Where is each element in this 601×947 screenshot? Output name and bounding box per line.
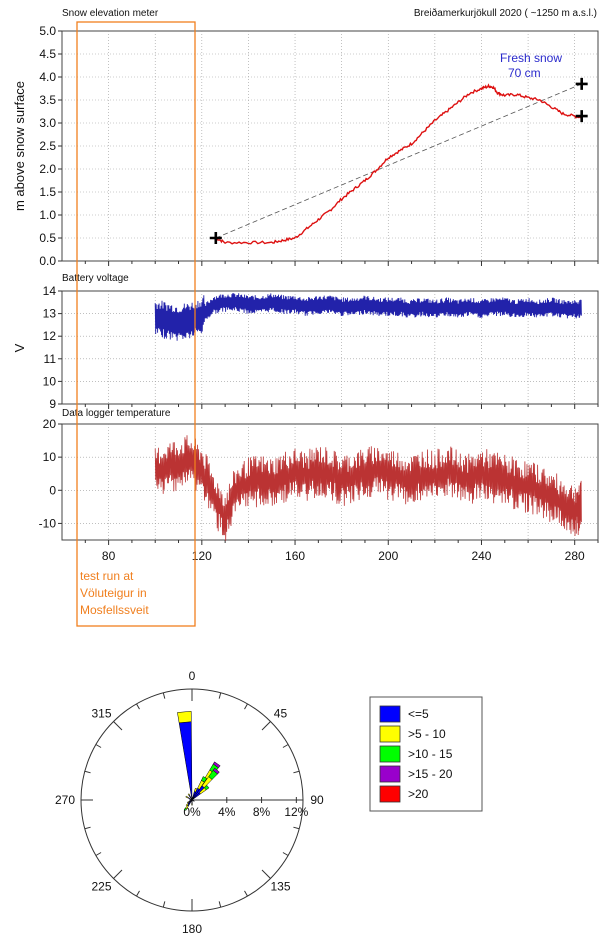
rose-radial-label: 4% — [218, 805, 236, 819]
rose-direction-label: 225 — [91, 879, 111, 893]
legend-swatch — [380, 746, 400, 762]
temperature-ytick-label: 0 — [49, 483, 56, 497]
legend-label: <=5 — [408, 707, 429, 721]
temperature-ytick-label: 10 — [43, 450, 57, 464]
rose-direction-tick — [262, 722, 270, 730]
wind-rose-legend: <=5 >5 - 10 >10 - 15 >15 - 20 >20 — [370, 697, 482, 811]
rose-direction-tick — [96, 745, 101, 748]
rose-direction-tick — [262, 870, 270, 878]
rose-direction-tick — [245, 891, 248, 896]
snow-marker — [576, 78, 588, 90]
rose-direction-tick — [293, 827, 299, 829]
snow-series-line — [216, 85, 582, 244]
rose-petal-segment — [186, 796, 189, 798]
rose-direction-tick — [283, 853, 288, 856]
legend-swatch — [380, 706, 400, 722]
snow-ytick-label: 4.0 — [39, 70, 56, 84]
rose-direction-label: 45 — [274, 707, 288, 721]
snow-ytick-label: 4.5 — [39, 47, 56, 61]
test-run-line-2: Völuteigur in — [80, 586, 147, 600]
rose-direction-label: 90 — [310, 793, 324, 807]
test-run-line-1: test run at — [80, 569, 134, 583]
legend-label: >10 - 15 — [408, 747, 453, 761]
snow-marker — [210, 232, 222, 244]
battery-ytick-label: 11 — [44, 352, 57, 366]
legend-swatch — [380, 766, 400, 782]
battery-ytick-label: 13 — [43, 307, 57, 321]
rose-direction-tick — [219, 901, 221, 907]
legend-label: >5 - 10 — [408, 727, 446, 741]
rose-direction-tick — [245, 704, 248, 709]
rose-radial-label: 8% — [253, 805, 271, 819]
rose-direction-tick — [114, 722, 122, 730]
rose-direction-tick — [85, 771, 91, 773]
snow-ytick-label: 3.0 — [39, 116, 56, 130]
snow-ytick-label: 1.5 — [39, 185, 56, 199]
temperature-xtick-label: 80 — [102, 549, 116, 563]
temperature-panel-title: Data logger temperature — [62, 408, 171, 419]
snow-ylabel: m above snow surface — [12, 81, 27, 211]
rose-direction-label: 315 — [91, 707, 111, 721]
rose-direction-label: 270 — [55, 793, 75, 807]
fresh-snow-label: Fresh snow — [500, 51, 562, 65]
rose-petal-segment — [192, 804, 193, 806]
temperature-xtick-label: 240 — [471, 549, 491, 563]
legend-swatch — [380, 726, 400, 742]
rose-petal-segment — [179, 722, 192, 800]
snow-ytick-label: 1.0 — [39, 208, 56, 222]
rose-direction-label: 180 — [182, 922, 202, 936]
snow-ytick-label: 2.5 — [39, 139, 56, 153]
fresh-snow-amount: 70 cm — [508, 66, 541, 80]
battery-ylabel: V — [12, 343, 27, 352]
legend-label: >20 — [408, 787, 429, 801]
snow-ytick-label: 2.0 — [39, 162, 56, 176]
temperature-ytick-label: 20 — [43, 417, 57, 431]
rose-direction-tick — [163, 901, 165, 907]
snow-ytick-label: 0.5 — [39, 231, 56, 245]
temperature-ytick-label: -10 — [39, 516, 57, 530]
rose-direction-tick — [293, 771, 299, 773]
test-run-line-3: Mosfellssveit — [80, 603, 149, 617]
temperature-xtick-label: 160 — [285, 549, 305, 563]
battery-ytick-label: 14 — [43, 284, 57, 298]
snow-ytick-label: 0.0 — [39, 254, 56, 268]
rose-direction-label: 0 — [189, 669, 196, 683]
legend-swatch — [380, 786, 400, 802]
battery-ytick-label: 9 — [49, 397, 56, 411]
rose-direction-tick — [283, 745, 288, 748]
snow-chart-title: Snow elevation meter — [62, 8, 159, 19]
battery-voltage-panel: 9 10 11 12 13 14 — [43, 284, 598, 411]
rose-direction-tick — [137, 891, 140, 896]
rose-radial-label: 12% — [284, 805, 308, 819]
rose-petal-segment — [188, 794, 190, 796]
battery-series-line — [155, 293, 581, 341]
battery-panel-title: Battery voltage — [62, 273, 129, 284]
rose-direction-tick — [85, 827, 91, 829]
rose-petal-segment — [192, 800, 193, 804]
rose-direction-tick — [163, 693, 165, 699]
rose-direction-tick — [96, 853, 101, 856]
temperature-series-line — [155, 435, 581, 540]
legend-label: >15 - 20 — [408, 767, 453, 781]
snow-ytick-label: 5.0 — [39, 24, 56, 38]
snow-ytick-label: 3.5 — [39, 93, 56, 107]
temperature-xtick-label: 280 — [565, 549, 585, 563]
rose-petal-segment — [177, 711, 191, 723]
temperature-xtick-label: 200 — [378, 549, 398, 563]
rose-direction-tick — [137, 704, 140, 709]
rose-direction-tick — [219, 693, 221, 699]
site-title: Breiðamerkurjökull 2020 ( ~1250 m a.s.l.… — [414, 7, 597, 19]
snow-marker — [576, 110, 588, 122]
battery-ytick-label: 12 — [43, 329, 57, 343]
rose-direction-tick — [114, 870, 122, 878]
rose-direction-label: 135 — [270, 879, 290, 893]
battery-ytick-label: 10 — [43, 374, 57, 388]
